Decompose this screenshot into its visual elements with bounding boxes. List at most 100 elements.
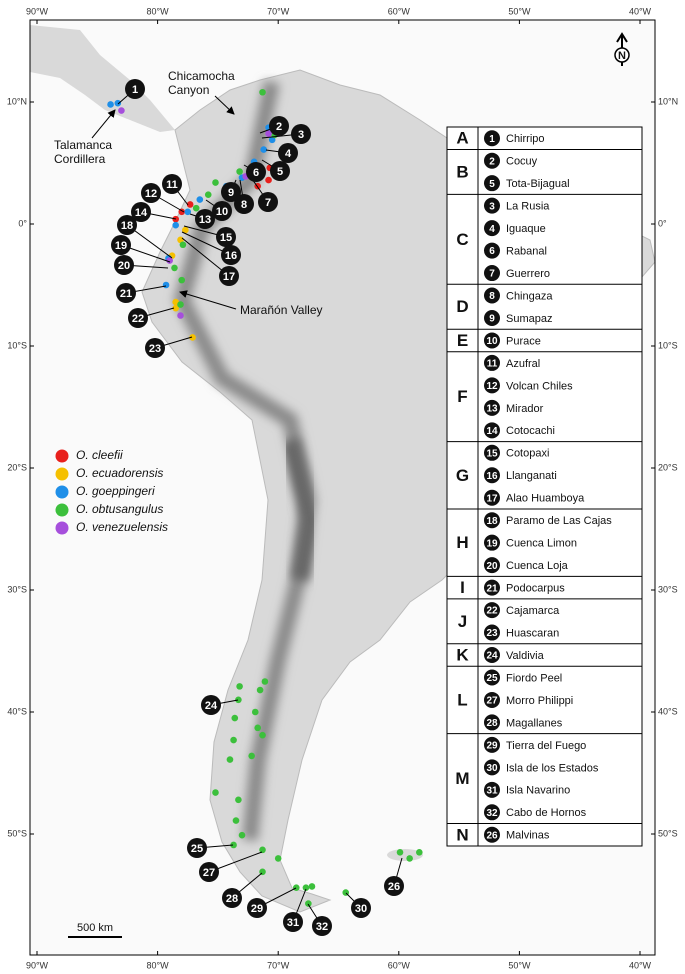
site-badge (484, 422, 500, 439)
site-badge (484, 826, 500, 843)
site-number: 21 (486, 583, 498, 594)
site-name: Azufral (506, 358, 540, 370)
site-badge (484, 669, 500, 686)
occurrence-point (189, 334, 196, 341)
occurrence-point (302, 884, 310, 891)
group-letter: F (457, 387, 467, 406)
occurrence-point (236, 683, 243, 690)
group-letter: D (456, 297, 468, 316)
site-number: 17 (223, 271, 235, 283)
site-number: 16 (225, 250, 237, 262)
legend-label: O. cleefii (76, 448, 123, 462)
site-name: Chingaza (506, 290, 553, 302)
site-number: 14 (135, 207, 148, 219)
site-badge (484, 714, 500, 731)
site-name: Huascaran (506, 627, 559, 639)
lon-label: 90°W (26, 960, 49, 970)
site-number: 11 (487, 359, 498, 370)
table-frame (446, 126, 643, 847)
occurrence-point (196, 196, 204, 203)
occurrence-point (118, 107, 125, 114)
lat-label: 40°S (7, 706, 27, 716)
site-number: 20 (486, 561, 498, 572)
site-badge (212, 201, 232, 221)
site-number: 5 (277, 166, 283, 178)
occurrence-point (179, 241, 187, 249)
site-number: 15 (220, 232, 232, 244)
occurrence-point (416, 849, 423, 856)
site-number: 14 (486, 426, 498, 437)
occurrence-point (230, 736, 237, 744)
site-number: 24 (205, 700, 218, 712)
site-badge (484, 489, 500, 506)
site-number: 12 (486, 381, 498, 392)
legend-swatch (55, 503, 69, 517)
site-number: 3 (298, 129, 304, 141)
site-badge (216, 227, 236, 247)
site-number: 27 (203, 867, 215, 879)
site-name: Cotocachi (506, 425, 555, 437)
legend-label: O. obtusangulus (76, 502, 163, 516)
site-name: Cajamarca (506, 605, 560, 617)
site-number: 11 (166, 179, 178, 191)
site-name: Valdivia (506, 650, 545, 662)
site-number: 32 (486, 808, 498, 819)
lon-label: 50°W (508, 6, 531, 16)
lon-label: 80°W (147, 960, 170, 970)
site-name: Chirripo (506, 133, 545, 145)
site-number: 5 (489, 179, 495, 190)
site-number: 15 (486, 448, 498, 459)
occurrence-point (238, 831, 246, 839)
occurrence-point (236, 168, 243, 175)
annotation: Marañón Valley (240, 303, 323, 317)
site-badge (291, 124, 311, 144)
site-badge (484, 602, 500, 619)
legend-swatch (55, 467, 69, 481)
occurrence-point (256, 686, 264, 694)
site-badge (484, 444, 500, 461)
site-badge (128, 308, 148, 328)
occurrence-point (406, 855, 413, 862)
site-name: Purace (506, 335, 541, 347)
lat-label: 30°S (7, 584, 27, 594)
lon-label: 90°W (26, 6, 49, 16)
lon-label: 40°W (629, 6, 652, 16)
occurrence-point (232, 817, 240, 824)
site-name: Paramo de Las Cajas (506, 515, 612, 527)
occurrence-point (248, 752, 255, 760)
site-badge (219, 266, 239, 286)
site-badge (484, 691, 500, 708)
group-letter: M (455, 769, 469, 788)
annotation-arrow (214, 95, 235, 115)
occurrence-point (251, 708, 259, 716)
site-badge (141, 183, 161, 203)
site-name: La Rusia (506, 201, 550, 213)
occurrence-point (231, 714, 239, 722)
site-number: 18 (121, 220, 133, 232)
lon-label: 40°W (629, 960, 652, 970)
site-name: Mirador (506, 403, 544, 415)
occurrence-point (178, 276, 186, 284)
site-number: 32 (316, 921, 328, 933)
annotation: Chicamocha (168, 69, 235, 83)
legend-label: O. venezuelensis (76, 520, 168, 534)
occurrence-point (265, 130, 272, 138)
site-badge (484, 512, 500, 529)
site-badge (131, 202, 151, 222)
occurrence-point (172, 221, 179, 229)
group-letter: K (456, 646, 469, 665)
site-badge (187, 838, 207, 858)
site-number: 10 (216, 206, 228, 218)
occurrence-point (182, 226, 189, 234)
site-badge (484, 579, 500, 596)
legend-swatch (55, 485, 69, 499)
occurrence-point (204, 191, 212, 199)
site-badge (246, 162, 266, 182)
site-number: 7 (265, 197, 271, 209)
group-letter: L (457, 690, 467, 709)
site-number: 6 (489, 246, 495, 257)
site-name: Sumapaz (506, 313, 552, 325)
site-number: 17 (486, 493, 498, 504)
lon-label: 80°W (147, 6, 170, 16)
central-america (30, 25, 175, 132)
